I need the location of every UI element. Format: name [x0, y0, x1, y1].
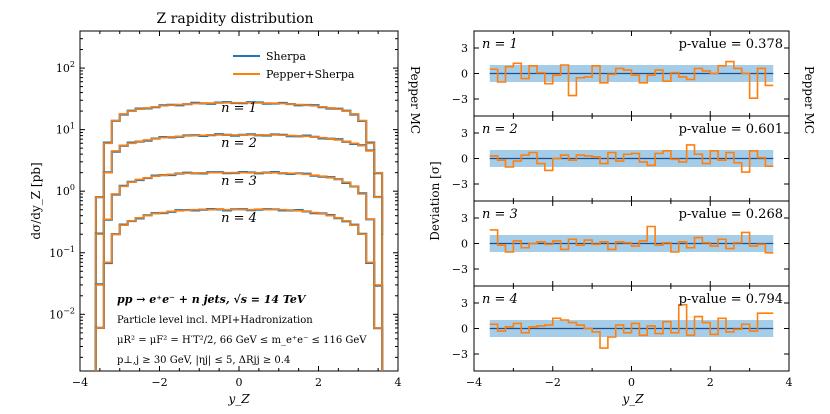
left-x-tick-label: −2	[151, 376, 167, 389]
right-y-tick-label: −3	[452, 93, 468, 106]
right-x-tick-label: −2	[545, 376, 561, 389]
deviation-panel-3: 3 0 −3 n = 3 p-value = 0.268	[452, 200, 790, 287]
panel-n-label: n = 2	[482, 122, 518, 137]
panel-n-label: n = 1	[482, 37, 518, 52]
panel-n-label: n = 4	[482, 292, 518, 307]
left-chart-title: Z rapidity distribution	[156, 11, 313, 27]
deviation-panel-4: 3 0 −3 n = 4 p-value = 0.794	[452, 285, 790, 372]
right-y-tick-label: 0	[461, 323, 468, 336]
annotation-cuts-1: μR² = μF² = H′T²/2, 66 GeV ≤ m_e⁺e⁻ ≤ 11…	[117, 335, 367, 346]
right-x-axis-label: y_Z	[621, 392, 644, 406]
right-y-axis-label: Deviation [σ]	[428, 161, 442, 240]
left-y-axis-label: dσ/dy_Z [pb]	[29, 162, 43, 239]
right-y-tick-label: −3	[452, 348, 468, 361]
panel-pvalue-label: p-value = 0.601	[679, 122, 783, 137]
left-y-tick-label: 10−2	[49, 306, 75, 321]
annotation-cuts-2: p⊥,j ≥ 30 GeV, |ηj| ≤ 5, ΔRjj ≥ 0.4	[117, 355, 290, 366]
panel-pvalue-label: p-value = 0.794	[679, 292, 783, 307]
legend-label-sherpa: Sherpa	[266, 50, 306, 63]
left-y-tick-label: 102	[56, 60, 75, 75]
right-y-tick-label: 3	[461, 127, 468, 140]
left-y-tick-label: 101	[56, 122, 75, 137]
left-x-tick-label: −4	[72, 376, 88, 389]
left-x-tick-label: 2	[315, 376, 322, 389]
right-side-label: Pepper MC	[802, 66, 816, 134]
left-series-labels: n = 1 n = 2 n = 3 n = 4	[221, 101, 257, 226]
left-axis-ticks: −4 −2 0 2 4 102 101 100 10−1 10−2	[49, 30, 402, 389]
left-x-tick-label: 0	[236, 376, 243, 389]
legend: Sherpa Pepper+Sherpa	[233, 50, 355, 81]
right-y-tick-label: −3	[452, 178, 468, 191]
right-x-tick-label: 4	[786, 376, 793, 389]
right-y-tick-label: 3	[461, 297, 468, 310]
left-x-tick-label: 4	[395, 376, 402, 389]
panel-n-label: n = 3	[482, 207, 518, 222]
annotation-process: pp → e⁺e⁻ + n jets, √s = 14 TeV	[117, 293, 307, 306]
right-y-tick-label: 0	[461, 153, 468, 166]
pepper-curve-3	[95, 171, 383, 371]
right-y-tick-label: 0	[461, 238, 468, 251]
legend-label-pepper: Pepper+Sherpa	[266, 68, 355, 81]
right-y-tick-label: 0	[461, 68, 468, 81]
left-x-axis-label: y_Z	[227, 392, 250, 406]
series-label-n3: n = 3	[221, 174, 257, 189]
annotation-level: Particle level incl. MPI+Hadronization	[117, 315, 313, 326]
right-y-tick-label: 3	[461, 42, 468, 55]
panel-pvalue-label: p-value = 0.268	[679, 207, 783, 222]
series-label-n2: n = 2	[221, 136, 257, 151]
left-y-tick-label: 100	[56, 183, 75, 198]
deviation-panel-1: 3 0 −3 n = 1 p-value = 0.378	[452, 30, 790, 117]
deviation-curve	[489, 60, 774, 99]
sherpa-curve-4	[94, 207, 384, 371]
right-panels: 3 0 −3 n = 1 p-value = 0.378 3 0 −3 n = 2 p-value…	[452, 30, 793, 389]
deviation-curve	[489, 303, 774, 349]
deviation-curve	[489, 225, 774, 254]
annotation-block: pp → e⁺e⁻ + n jets, √s = 14 TeV Particle…	[117, 293, 367, 366]
right-y-tick-label: −3	[452, 263, 468, 276]
panel-pvalue-label: p-value = 0.378	[679, 37, 783, 52]
deviation-panel-2: 3 0 −3 n = 2 p-value = 0.601	[452, 115, 790, 202]
deviation-curve	[489, 144, 774, 173]
right-y-tick-label: 3	[461, 212, 468, 225]
series-label-n1: n = 1	[221, 101, 257, 116]
right-x-tick-label: −4	[466, 376, 482, 389]
right-x-tick-label: 2	[707, 376, 714, 389]
left-y-tick-label: 10−1	[49, 245, 75, 260]
left-curves	[94, 101, 384, 371]
pepper-curve-4	[95, 208, 383, 371]
pepper-curve-2	[95, 134, 383, 371]
pepper-curve-1	[95, 101, 383, 371]
series-label-n4: n = 4	[221, 211, 257, 226]
right-x-tick-label: 0	[628, 376, 635, 389]
left-side-label: Pepper MC	[408, 66, 422, 134]
